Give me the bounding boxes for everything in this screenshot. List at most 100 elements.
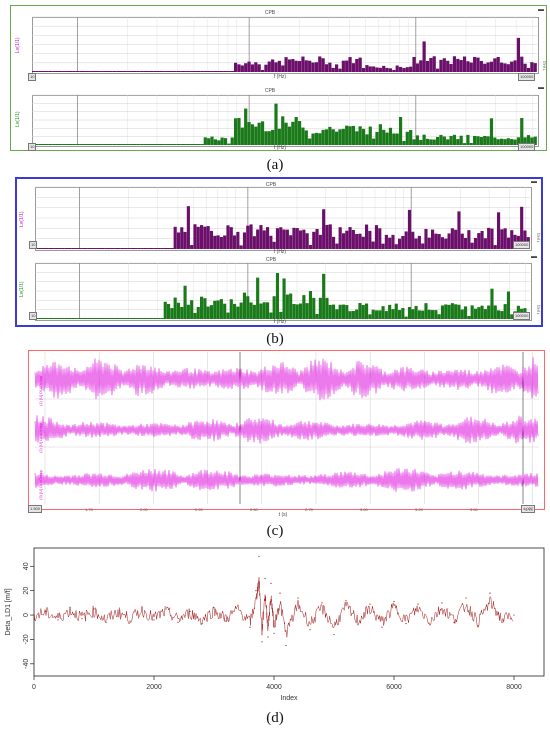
panel-b-bottom-menu-icon[interactable]: ▬ [531, 254, 537, 260]
panel-b-top-bar [490, 228, 494, 249]
panel-b-top-bar [51, 248, 55, 249]
panel-b-bottom-bar [206, 306, 210, 319]
panel-a-top-bar [250, 64, 255, 72]
panel-d-data-point [105, 621, 107, 623]
panel-b-bottom-bar [450, 303, 454, 319]
panel-a-bottom-bar [159, 144, 164, 145]
panel-a-top-bar [203, 71, 208, 72]
panel-b-bottom-bar [464, 306, 468, 319]
panel-a-top-bar [173, 71, 177, 72]
panel-b-top-bar [54, 248, 59, 249]
panel-a-top-scale-left[interactable]: 10 [28, 73, 37, 81]
panel-b-top-bar [312, 231, 316, 249]
panel-b-top-scale-right[interactable]: 100000 [513, 241, 531, 249]
panel-c-t-start[interactable]: 1.500 [28, 505, 43, 513]
panel-a-bottom-bar [520, 118, 524, 145]
panel-a-bottom-bar [69, 144, 73, 145]
panel-b-top-bar [246, 225, 250, 249]
panel-a-bottom-scale-right[interactable]: 100000 [518, 143, 536, 151]
panel-b-bottom-bar [388, 304, 392, 319]
panel-b-top-scale-left[interactable]: 10 [29, 241, 38, 249]
panel-b-bottom-bar [467, 316, 471, 319]
panel-a-top-bar [119, 71, 123, 72]
panel-a-bottom-ylabel: Lv(1/1) [15, 111, 21, 127]
panel-d-data-point [129, 620, 131, 622]
panel-a-bottom-bar [227, 143, 231, 145]
panel-b-top-bar [414, 238, 418, 249]
panel-b-bottom-bar [348, 311, 352, 319]
panel-d-data-point [189, 610, 191, 612]
panel-a-top-bar [412, 56, 416, 72]
panel-a-bottom-bar [496, 139, 500, 145]
panel-d-ylabel: Deta_LD1 [m/f] [5, 588, 12, 635]
panel-d-data-point [417, 603, 419, 605]
panel-b-top-bar [38, 248, 42, 249]
panel-d-x-tick-label: 2000 [146, 684, 162, 691]
panel-a-top-bar [35, 71, 39, 72]
panel-b-top-bar [157, 248, 161, 249]
panel-b-top-bar [325, 224, 329, 249]
panel-b-bottom-scale-right[interactable]: 100000 [513, 312, 531, 320]
panel-a-bottom-scale-left[interactable]: 10 [28, 143, 37, 151]
panel-b-top-menu-icon[interactable]: ▬ [531, 179, 537, 185]
panel-b-top-bar [77, 248, 82, 249]
panel-b-top-bar [384, 234, 388, 249]
panel-b-top-bar [107, 248, 111, 249]
panel-b-bottom-bar [480, 305, 484, 319]
panel-a-bottom-bar [112, 144, 117, 145]
panel-a-top-bar [284, 57, 288, 72]
panel-b-bottom-scale-left[interactable]: 10 [29, 312, 38, 320]
panel-d-data-point [69, 607, 71, 609]
panel-b-bottom-bar [414, 305, 418, 319]
panel-b-bottom-bar [305, 303, 309, 319]
panel-b-bottom-bar [120, 318, 125, 319]
panel-d-data-point [465, 597, 467, 599]
panel-a-top-bar [486, 62, 490, 72]
panel-c-channel-3-label: (3) [U] DU/Grapp [38, 469, 43, 500]
panel-a-top-menu-icon[interactable]: ▬ [538, 7, 544, 13]
panel-a-top-bar [402, 68, 406, 72]
panel-a-top-bar [129, 71, 133, 72]
panel-b-top-bar [196, 226, 200, 249]
panel-a-top-bar [32, 71, 36, 72]
panel-a-bottom-bar [358, 126, 362, 145]
panel-b-bottom-bar [223, 303, 227, 319]
panel-b: CPB ▬ Lv(1/1) 10 f (Hz) 100000 f (Hz) CP… [15, 177, 545, 327]
panel-d-data-point [213, 607, 215, 609]
panel-a-top-bar [496, 57, 500, 72]
panel-b-bottom-bar [338, 304, 342, 319]
panel-a-top-bar [237, 64, 241, 72]
panel-b-top-bar [64, 248, 68, 249]
panel-b-top-bar [480, 230, 484, 249]
panel-b-bottom-bar [487, 305, 491, 319]
panel-a-bottom-bar [210, 136, 214, 145]
panel-a-top-scale-right[interactable]: 100000 [518, 73, 536, 81]
panel-a-bottom-bar [473, 135, 477, 145]
panel-b-top-bar [295, 228, 299, 249]
panel-b-bottom-bar [203, 298, 207, 319]
panel-a-bottom-bar [230, 137, 234, 145]
panel-a-bottom-bar [388, 127, 393, 145]
panel-a-bottom-bar [308, 138, 312, 145]
panel-a-bottom-bar [260, 121, 265, 145]
panel-c-t-end[interactable]: 4.027 [521, 505, 536, 513]
panel-a-top-bar [462, 56, 467, 72]
panel-a-bottom-bar [156, 144, 160, 145]
panel-a-top-bar [311, 62, 315, 72]
panel-a-top-bar [324, 64, 329, 72]
panel-b-top-bar [421, 243, 425, 249]
panel-b-bottom-bar [114, 318, 118, 319]
panel-b-top-bar [305, 233, 309, 249]
panel-b-top-bar [434, 233, 438, 249]
panel-a-bottom-menu-icon[interactable]: ▬ [538, 85, 544, 91]
panel-b-top-bar [332, 236, 336, 249]
panel-a-top-bar [75, 71, 80, 72]
panel-a-top-bar [516, 37, 520, 72]
panel-a-top-bar [69, 71, 73, 72]
panel-b-bottom-bar [233, 303, 237, 319]
panel-b-bottom-bar [209, 305, 214, 319]
panel-a-top-bar [382, 65, 386, 72]
panel-a-bottom-bar [55, 144, 59, 145]
panel-a-top-bar [520, 56, 524, 72]
panel-a-bottom-bar [35, 144, 39, 145]
